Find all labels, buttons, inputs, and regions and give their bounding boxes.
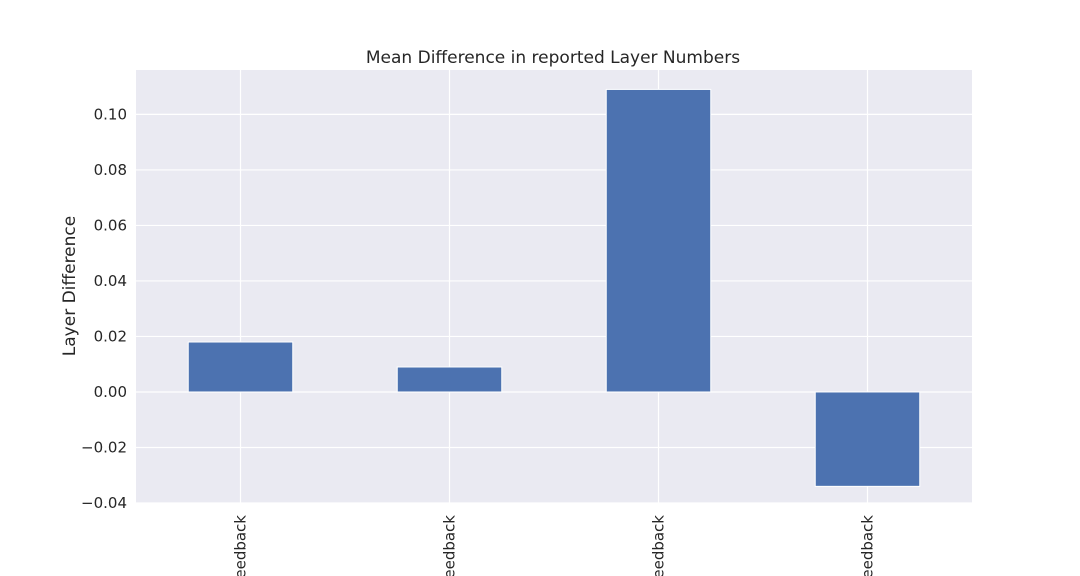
bar [814,391,921,487]
bar [396,366,503,393]
x-tick-label: eedback [441,515,459,576]
y-tick-label: −0.04 [81,494,127,512]
y-tick-label: 0.06 [94,216,127,234]
x-tick-label: eedback [650,515,668,576]
plot-area: 0.10 0.08 0.06 0.04 0.02 0.00 −0.02 −0.04 eedbac… [81,70,972,576]
y-tick-label: 0.04 [94,272,127,290]
bar [605,88,712,393]
y-tick-label: 0.00 [94,383,127,401]
y-tick-label: 0.10 [94,105,127,123]
y-tick-label: 0.02 [94,327,127,345]
y-tick-label: −0.02 [81,438,127,456]
x-tick-label: eedback [859,515,877,576]
x-tick-label: eedback [232,515,250,576]
y-tick-label: 0.08 [94,161,127,179]
chart-title: Mean Difference in reported Layer Number… [366,48,740,68]
y-axis-label: Layer Difference [60,216,80,356]
bar [187,341,294,393]
